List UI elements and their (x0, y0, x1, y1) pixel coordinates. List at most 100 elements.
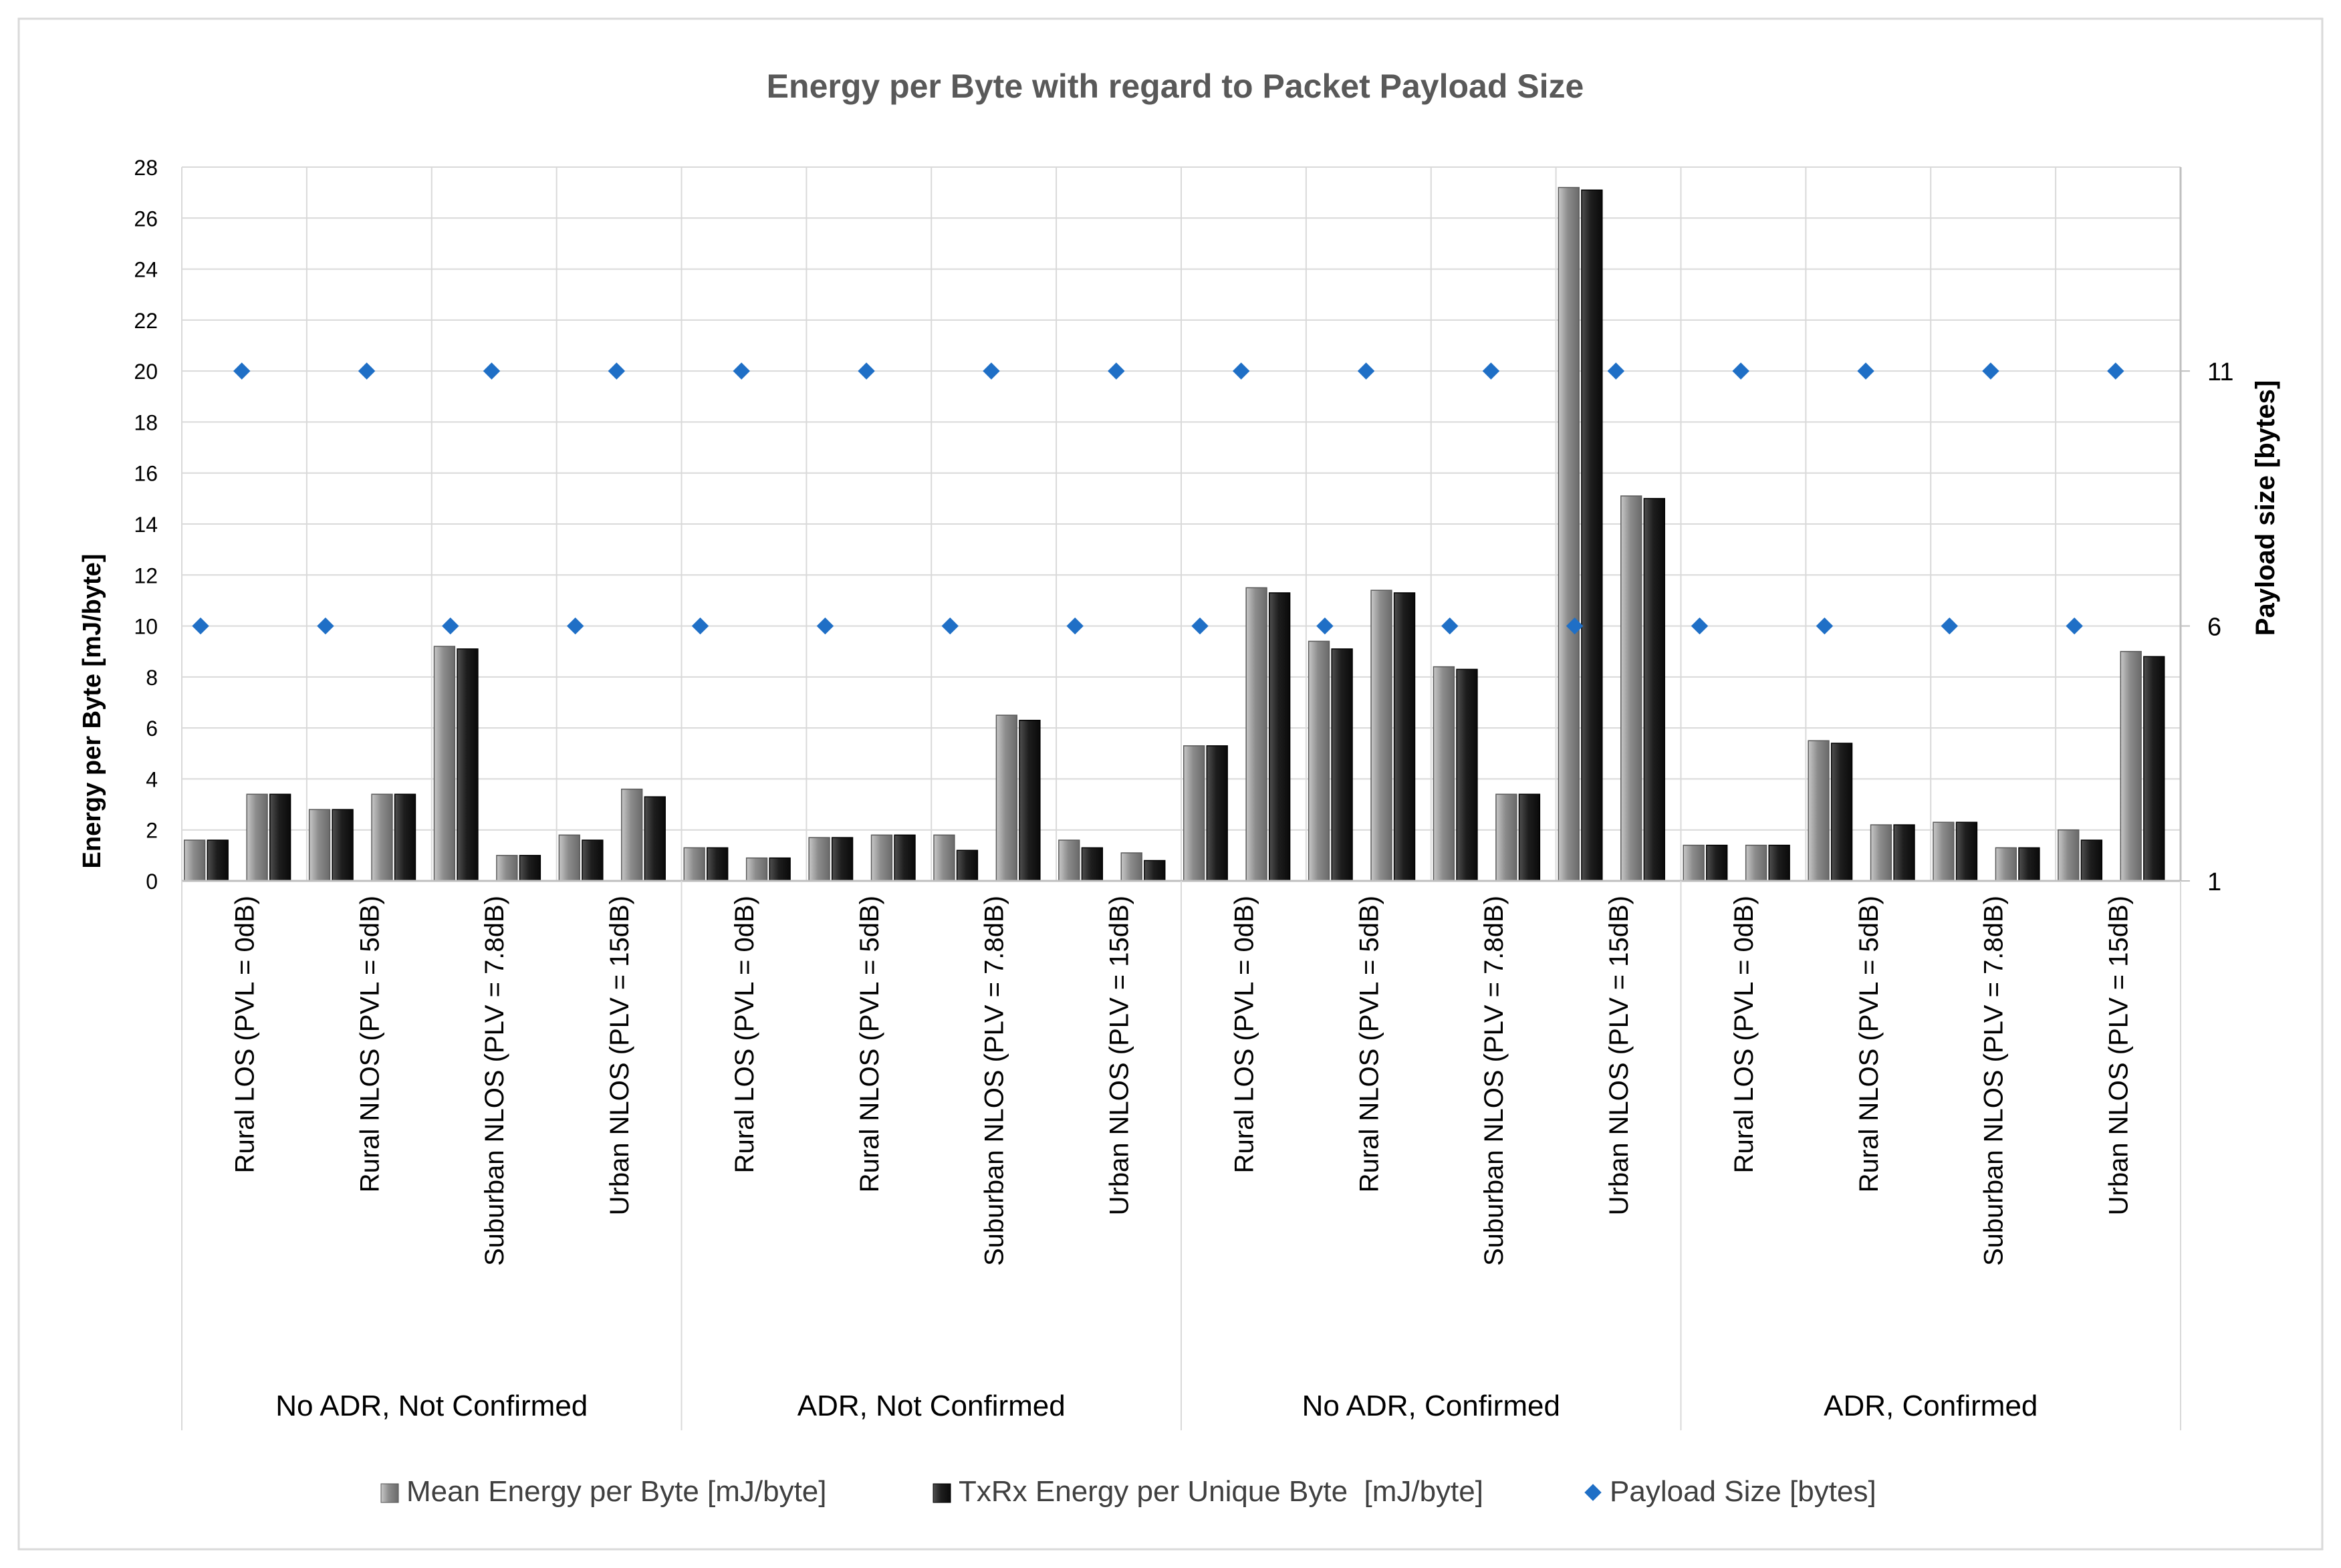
legend-label-payload: Payload Size [bytes] (1610, 1475, 1876, 1508)
bar-mean-energy (183, 839, 206, 882)
chart-frame (17, 17, 2324, 1551)
bar-txrx-energy (707, 847, 729, 882)
bar-mean-energy (933, 834, 955, 882)
bar-mean-energy (683, 847, 705, 882)
bar-mean-energy (2120, 650, 2142, 882)
legend-swatch-txrx (933, 1483, 951, 1503)
payload-point (358, 362, 376, 380)
bar-txrx-energy (457, 648, 479, 882)
bar-mean-energy (1308, 640, 1330, 882)
bar-txrx-energy (1393, 592, 1416, 882)
bar-txrx-energy (1019, 719, 1041, 882)
bar-txrx-energy (831, 837, 854, 882)
bar-txrx-energy (332, 809, 354, 882)
y2-tick-label: 6 (2207, 614, 2221, 642)
x-category-label: Urban NLOS (PLV = 15dB) (1604, 896, 1634, 1215)
bar-txrx-energy (1581, 189, 1603, 882)
bar-mean-energy (1245, 587, 1267, 882)
bar-mean-energy (2058, 829, 2080, 882)
payload-point (483, 362, 501, 380)
bar-txrx-energy (1643, 498, 1665, 882)
y-tick-label: 18 (134, 410, 158, 434)
x-category-label: Suburban NLOS (PLV = 7.8dB) (480, 896, 509, 1266)
payload-point (317, 617, 334, 635)
bar-mean-energy (1745, 844, 1767, 882)
bar-txrx-energy (394, 793, 416, 882)
bar-mean-energy (1808, 740, 1830, 882)
x-category-label: Rural LOS (PVL = 0dB) (1229, 896, 1259, 1173)
x-category-label: Urban NLOS (PLV = 15dB) (1105, 896, 1134, 1215)
bar-txrx-energy (769, 857, 791, 882)
bar-mean-energy (1870, 824, 1892, 882)
bar-mean-energy (870, 834, 893, 882)
chart-title: Energy per Byte with regard to Packet Pa… (767, 68, 1584, 105)
bar-txrx-energy (207, 839, 229, 882)
x-category-label: Suburban NLOS (PLV = 7.8dB) (1979, 896, 2009, 1266)
bar-txrx-energy (519, 855, 541, 882)
bar-txrx-energy (2080, 839, 2103, 882)
x-group-label: ADR, Confirmed (1824, 1390, 2038, 1422)
x-group-label: No ADR, Not Confirmed (275, 1390, 588, 1422)
y-tick-label: 0 (146, 870, 158, 894)
bar-mean-energy (1620, 495, 1642, 882)
bar-mean-energy (1058, 839, 1080, 882)
bar-mean-energy (995, 714, 1018, 882)
bar-txrx-energy (1456, 668, 1478, 882)
y-tick-label: 10 (134, 615, 158, 639)
bar-mean-energy (1495, 793, 1517, 882)
y-tick-label: 26 (134, 207, 158, 231)
bar-mean-energy (745, 857, 768, 882)
bar-txrx-energy (1830, 743, 1853, 882)
bar-txrx-energy (1893, 824, 1915, 882)
bar-txrx-energy (1706, 844, 1728, 882)
bar-mean-energy (1370, 590, 1392, 882)
bar-mean-energy (1683, 844, 1705, 882)
bar-mean-energy (808, 837, 830, 882)
bar-mean-energy (1995, 847, 2017, 882)
payload-point (192, 617, 209, 635)
x-group-label: No ADR, Confirmed (1302, 1390, 1560, 1422)
bar-txrx-energy (956, 850, 979, 882)
legend-label-mean: Mean Energy per Byte [mJ/byte] (406, 1475, 827, 1508)
x-category-label: Rural LOS (PVL = 0dB) (730, 896, 759, 1173)
bar-txrx-energy (1955, 821, 1978, 882)
bar-txrx-energy (1768, 844, 1790, 882)
x-category-label: Urban NLOS (PLV = 15dB) (2104, 896, 2134, 1215)
bar-txrx-energy (269, 793, 291, 882)
y2-axis-title: Payload size [bytes] (2251, 380, 2280, 636)
x-category-label: Rural LOS (PVL = 0dB) (1729, 896, 1759, 1173)
y-tick-label: 2 (146, 819, 158, 843)
y-tick-label: 14 (134, 513, 158, 537)
bar-mean-energy (308, 809, 331, 882)
x-group-label: ADR, Not Confirmed (797, 1390, 1066, 1422)
legend: Mean Energy per Byte [mJ/byte] TxRx Ener… (380, 1475, 1876, 1508)
y-tick-label: 4 (146, 767, 158, 791)
y-tick-label: 24 (134, 258, 158, 282)
bar-mean-energy (246, 793, 268, 882)
x-category-label: Urban NLOS (PLV = 15dB) (605, 896, 634, 1215)
bar-txrx-energy (1144, 860, 1166, 882)
bar-txrx-energy (1206, 745, 1228, 882)
bar-mean-energy (371, 793, 393, 882)
payload-point (442, 617, 459, 635)
x-category-label: Rural LOS (PVL = 0dB) (230, 896, 259, 1173)
bar-txrx-energy (2018, 847, 2040, 882)
bar-mean-energy (621, 788, 643, 882)
bar-mean-energy (558, 834, 580, 882)
payload-point (608, 362, 626, 380)
y-tick-label: 28 (134, 156, 158, 180)
bar-mean-energy (496, 855, 518, 882)
bar-txrx-energy (1331, 648, 1353, 882)
bar-mean-energy (1558, 186, 1580, 882)
bars (183, 186, 2165, 882)
y-tick-label: 12 (134, 563, 158, 587)
y-tick-label: 22 (134, 309, 158, 333)
axes (181, 167, 2190, 1430)
bar-mean-energy (1183, 745, 1205, 882)
y-tick-label: 8 (146, 666, 158, 690)
bar-mean-energy (1433, 666, 1455, 882)
y-tick-label: 20 (134, 360, 158, 384)
x-category-label: Rural NLOS (PVL = 5dB) (1354, 896, 1384, 1192)
